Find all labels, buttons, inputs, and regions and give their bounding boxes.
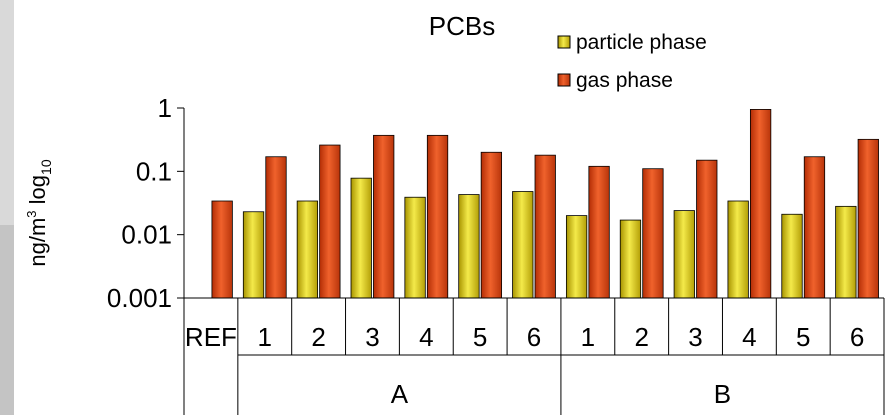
- bar-particle-phase: [458, 194, 480, 299]
- bar-gas-phase: [749, 109, 772, 299]
- bar-gas-phase: [588, 165, 610, 299]
- x-tick-label: 4: [419, 322, 433, 352]
- legend-label-particle-phase: particle phase: [576, 31, 707, 54]
- bar-particle-phase: [404, 196, 426, 299]
- x-tick-label: 2: [634, 322, 648, 352]
- x-tick-label: REF: [185, 322, 237, 352]
- x-group-label: A: [391, 379, 409, 409]
- bar-particle-phase: [835, 205, 857, 299]
- bars: [211, 109, 879, 299]
- bar-particle-phase: [619, 219, 642, 299]
- bar-gas-phase: [265, 156, 287, 299]
- x-tick-label: 1: [581, 322, 595, 352]
- x-tick-label: 6: [850, 322, 864, 352]
- x-tick-label: 5: [473, 322, 487, 352]
- legend: particle phase gas phase: [557, 31, 707, 92]
- y-tick-label: 0.1: [136, 156, 172, 186]
- bar-particle-phase: [512, 191, 534, 299]
- bar-gas-phase: [426, 134, 449, 299]
- x-tick-label: 4: [742, 322, 756, 352]
- bar-gas-phase: [857, 138, 879, 299]
- legend-item-particle-phase: particle phase: [557, 31, 707, 54]
- x-tick-label: 3: [688, 322, 702, 352]
- x-group-label: B: [714, 379, 731, 409]
- legend-swatch-gas-phase: [557, 73, 571, 87]
- x-tick-label: 3: [365, 322, 379, 352]
- bar-gas-phase: [480, 151, 503, 299]
- slide-edge-band-lower: [0, 225, 14, 415]
- bar-particle-phase: [673, 210, 695, 299]
- x-tick-label: 6: [527, 322, 541, 352]
- y-tick-label: 1: [158, 93, 172, 123]
- legend-item-gas-phase: gas phase: [557, 69, 673, 92]
- y-tick-label: 0.01: [121, 220, 172, 250]
- bar-gas-phase: [534, 154, 556, 299]
- bar-particle-phase: [350, 177, 372, 299]
- x-axis: REF 1 2 3 4 5 6 1 2 3 4 5 6 A B: [183, 297, 885, 415]
- bar-gas-phase: [642, 168, 664, 299]
- legend-label-gas-phase: gas phase: [576, 69, 673, 92]
- bar-gas-phase: [696, 159, 718, 299]
- legend-swatch-particle-phase: [557, 35, 571, 49]
- y-axis-label: ng/m3 log10: [24, 159, 54, 266]
- bar-particle-phase: [565, 215, 588, 299]
- bar-particle-phase: [727, 200, 749, 299]
- y-tick-label: 0.001: [107, 283, 172, 313]
- bar-particle-phase: [242, 211, 265, 299]
- bar-particle-phase: [781, 213, 803, 299]
- y-axis-ticks: 0.001 0.01 0.1 1: [107, 93, 185, 313]
- bar-gas-phase: [373, 134, 395, 299]
- bar-gas-phase: [803, 156, 826, 299]
- chart-title: PCBs: [429, 11, 495, 41]
- x-tick-label: 5: [796, 322, 810, 352]
- x-tick-label: 1: [258, 322, 272, 352]
- bar-particle-phase: [296, 200, 319, 299]
- bar-gas-phase: [319, 144, 341, 299]
- x-tick-label: 2: [311, 322, 325, 352]
- bar-gas-phase: [211, 200, 233, 299]
